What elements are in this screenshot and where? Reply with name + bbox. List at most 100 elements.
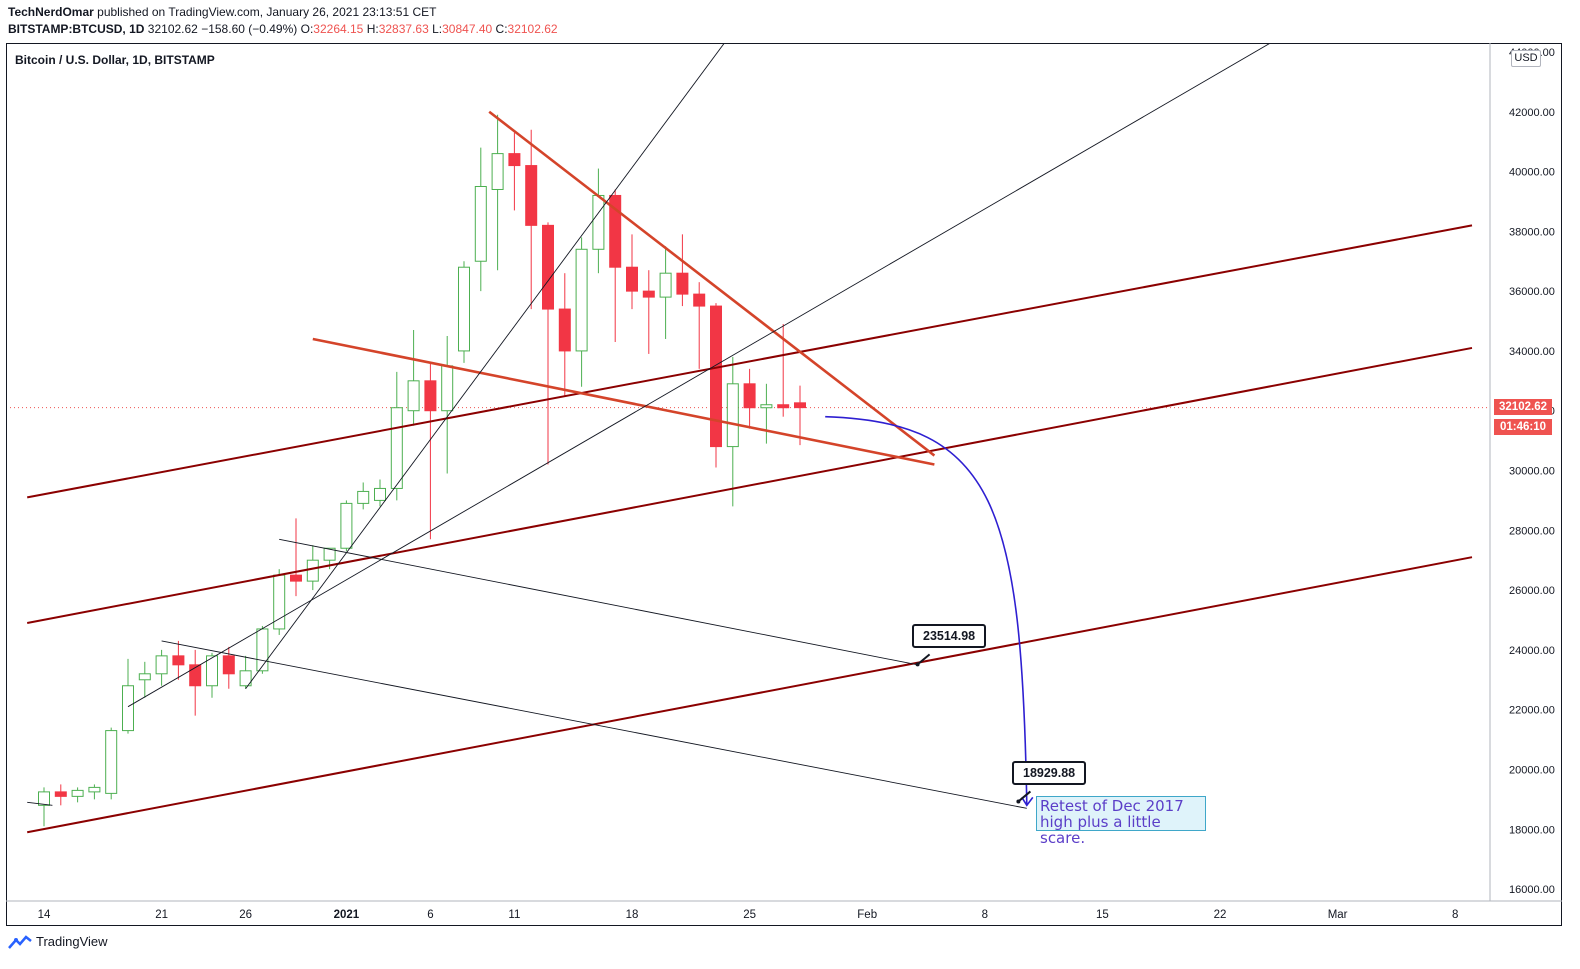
- channel-upper-line: [27, 224, 1473, 499]
- candle-body: [794, 402, 806, 409]
- y-tick-label: 16000.00: [1509, 884, 1555, 896]
- candle-body: [474, 185, 487, 262]
- candle-body: [340, 502, 353, 549]
- descending-1-line: [279, 538, 918, 666]
- y-tick-label: 40000.00: [1509, 167, 1555, 179]
- open-value: 32264.15: [313, 22, 364, 36]
- callout-23514[interactable]: 23514.98: [912, 624, 987, 648]
- x-tick-label: Feb: [857, 909, 877, 921]
- x-tick-label: 21: [155, 909, 168, 921]
- tradingview-logo-icon: [8, 934, 32, 949]
- callout-pointer: [1017, 790, 1032, 803]
- x-tick-label: 8: [1452, 909, 1458, 921]
- high-value: 32837.63: [378, 22, 429, 36]
- ohlc-bar: BITSTAMP:BTCUSD, 1D 32102.62 −158.60 (−0…: [8, 22, 558, 36]
- x-tick-label: 2021: [334, 909, 360, 921]
- candle-body: [642, 290, 655, 298]
- candle-body: [239, 670, 252, 687]
- descending-2-line: [161, 640, 1027, 809]
- candle-body: [306, 559, 319, 582]
- candle-body: [777, 404, 790, 409]
- y-tick-label: 24000.00: [1509, 645, 1555, 657]
- y-tick-label: 42000.00: [1509, 107, 1555, 119]
- annotation-note[interactable]: Retest of Dec 2017 high plus a little sc…: [1036, 796, 1206, 846]
- open-label: O:: [300, 22, 314, 36]
- candle-body: [357, 490, 370, 504]
- published-text: published on TradingView.com, January 26…: [97, 5, 437, 19]
- last-price-tag: 32102.62: [1494, 399, 1552, 415]
- chart-canvas[interactable]: 16000.00 18000.00 20000.00 22000.00 24000.00…: [6, 43, 1562, 926]
- candle-body: [458, 266, 470, 352]
- wedge-bottom-line: [312, 337, 935, 466]
- author-name[interactable]: TechNerdOmar: [8, 5, 94, 19]
- candle-body: [189, 664, 202, 687]
- y-tick-label: 22000.00: [1509, 705, 1555, 717]
- wedge-top-line: [488, 110, 936, 457]
- candle-body: [676, 272, 689, 295]
- close-label: C:: [495, 22, 508, 36]
- candle-body: [508, 153, 521, 167]
- y-tick-label: 18000.00: [1509, 824, 1555, 836]
- candle-body: [575, 248, 588, 352]
- chart-area[interactable]: 16000.00 18000.00 20000.00 22000.00 24000.00…: [6, 43, 1562, 926]
- callout-18929[interactable]: 18929.88: [1012, 761, 1087, 785]
- x-tick-label: 25: [743, 909, 756, 921]
- candle-body: [558, 308, 571, 352]
- candle-body: [105, 730, 118, 794]
- y-tick-label: 30000.00: [1509, 466, 1555, 478]
- x-tick-label: 15: [1096, 909, 1109, 921]
- candle-body: [407, 380, 420, 412]
- candle-body: [441, 365, 454, 412]
- brand-name: TradingView: [36, 934, 108, 949]
- note-line-2: high plus a little scare.: [1040, 813, 1161, 847]
- candle-body: [374, 487, 386, 501]
- candle-body: [592, 194, 605, 250]
- plot-layer: [7, 44, 1490, 834]
- candle-body: [54, 791, 67, 797]
- footer-brand[interactable]: TradingView: [8, 934, 108, 949]
- candle-body: [38, 791, 50, 806]
- close-value: 32102.62: [507, 22, 558, 36]
- candle-body: [222, 655, 235, 675]
- candle-body: [138, 673, 151, 681]
- x-tick-label: 22: [1214, 909, 1227, 921]
- candle-body: [659, 272, 672, 298]
- symbol-label: BITSTAMP:BTCUSD, 1D: [8, 22, 145, 36]
- x-tick-label: 26: [239, 909, 252, 921]
- x-tick-label: 11: [508, 909, 520, 921]
- publish-info: TechNerdOmar published on TradingView.co…: [8, 5, 437, 19]
- x-tick-label: Mar: [1328, 909, 1348, 921]
- candle-body: [206, 655, 218, 687]
- low-value: 30847.40: [442, 22, 493, 36]
- candle-body: [710, 305, 722, 448]
- x-tick-label: 14: [38, 909, 51, 921]
- x-tick-label: 18: [626, 909, 639, 921]
- candle-body: [525, 165, 538, 226]
- currency-button[interactable]: USD: [1511, 50, 1541, 67]
- y-tick-label: 28000.00: [1509, 525, 1555, 537]
- high-label: H:: [366, 22, 379, 36]
- y-tick-label: 26000.00: [1509, 585, 1555, 597]
- candle-body: [122, 685, 134, 732]
- channel-middle-line: [27, 346, 1473, 624]
- projection-arrowhead: [1021, 796, 1034, 807]
- candle-body: [726, 383, 739, 448]
- candle-body: [693, 293, 706, 307]
- candle-body: [626, 266, 638, 292]
- low-label: L:: [432, 22, 443, 36]
- callout-pointer: [916, 653, 931, 666]
- candle-body: [760, 404, 773, 409]
- candle-body: [256, 628, 269, 672]
- channel-lower-line: [27, 556, 1473, 834]
- note-line-1: Retest of Dec 2017: [1040, 797, 1184, 815]
- candle-body: [290, 574, 302, 582]
- candle-body: [542, 224, 554, 310]
- change-value: −158.60 (−0.49%): [201, 22, 298, 36]
- chart-frame: [6, 43, 1562, 926]
- countdown-tag: 01:46:10: [1494, 419, 1552, 435]
- y-tick-label: 20000.00: [1509, 764, 1555, 776]
- x-tick-label: 8: [982, 909, 988, 921]
- projection-curve: [825, 415, 1028, 806]
- candle-body: [491, 153, 504, 190]
- support-shallow-line: [127, 44, 1270, 708]
